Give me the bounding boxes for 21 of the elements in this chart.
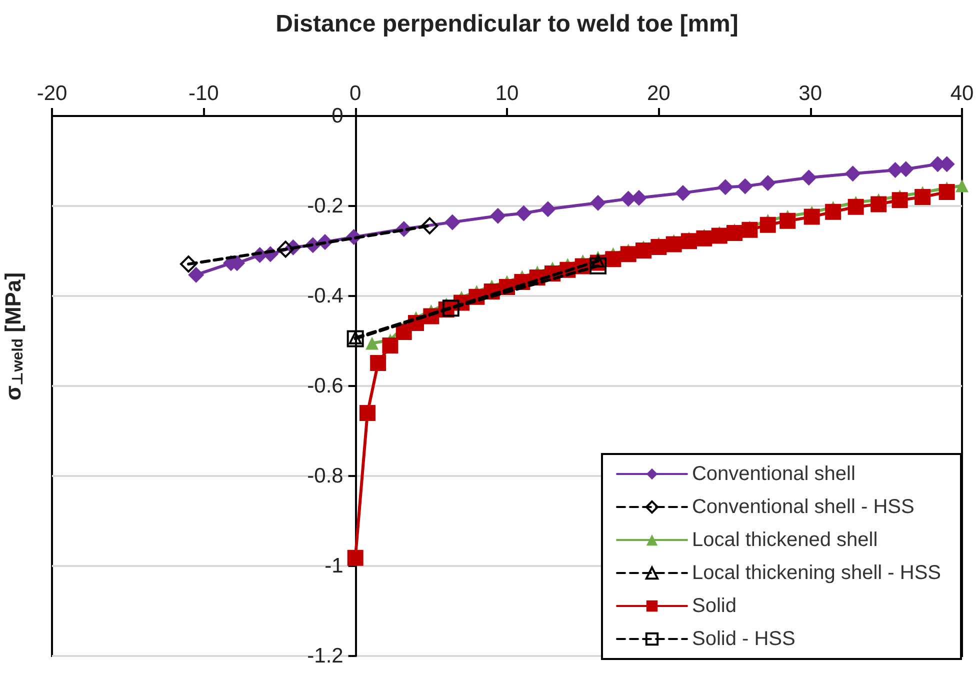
y-tick-label: -1.2 bbox=[307, 644, 344, 668]
x-tick-label: 30 bbox=[798, 82, 822, 105]
legend-label: Local thickened shell bbox=[692, 529, 878, 551]
legend-label: Solid bbox=[692, 595, 736, 617]
x-axis-title: Distance perpendicular to weld toe [mm] bbox=[276, 10, 738, 38]
y-tick-label: -0.2 bbox=[307, 194, 344, 218]
x-tick-label: 20 bbox=[646, 82, 670, 105]
x-tick-label: -20 bbox=[36, 82, 68, 105]
x-tick-label: 0 bbox=[349, 82, 362, 105]
y-axis-title: σ⊥weld [MPa] bbox=[0, 272, 26, 401]
y-tick-label: -1 bbox=[324, 554, 344, 578]
y-tick-label: -0.4 bbox=[307, 284, 344, 308]
x-tick-label: 10 bbox=[495, 82, 519, 105]
legend-label: Solid - HSS bbox=[692, 628, 796, 650]
legend-label: Conventional shell bbox=[692, 463, 856, 485]
legend-label: Conventional shell - HSS bbox=[692, 496, 914, 518]
x-tick-label: -10 bbox=[188, 82, 219, 105]
y-tick-label: -0.6 bbox=[307, 374, 344, 398]
y-tick-label: -0.8 bbox=[307, 464, 344, 488]
x-tick-label: 40 bbox=[950, 82, 974, 105]
legend-label: Local thickening shell - HSS bbox=[692, 562, 941, 584]
